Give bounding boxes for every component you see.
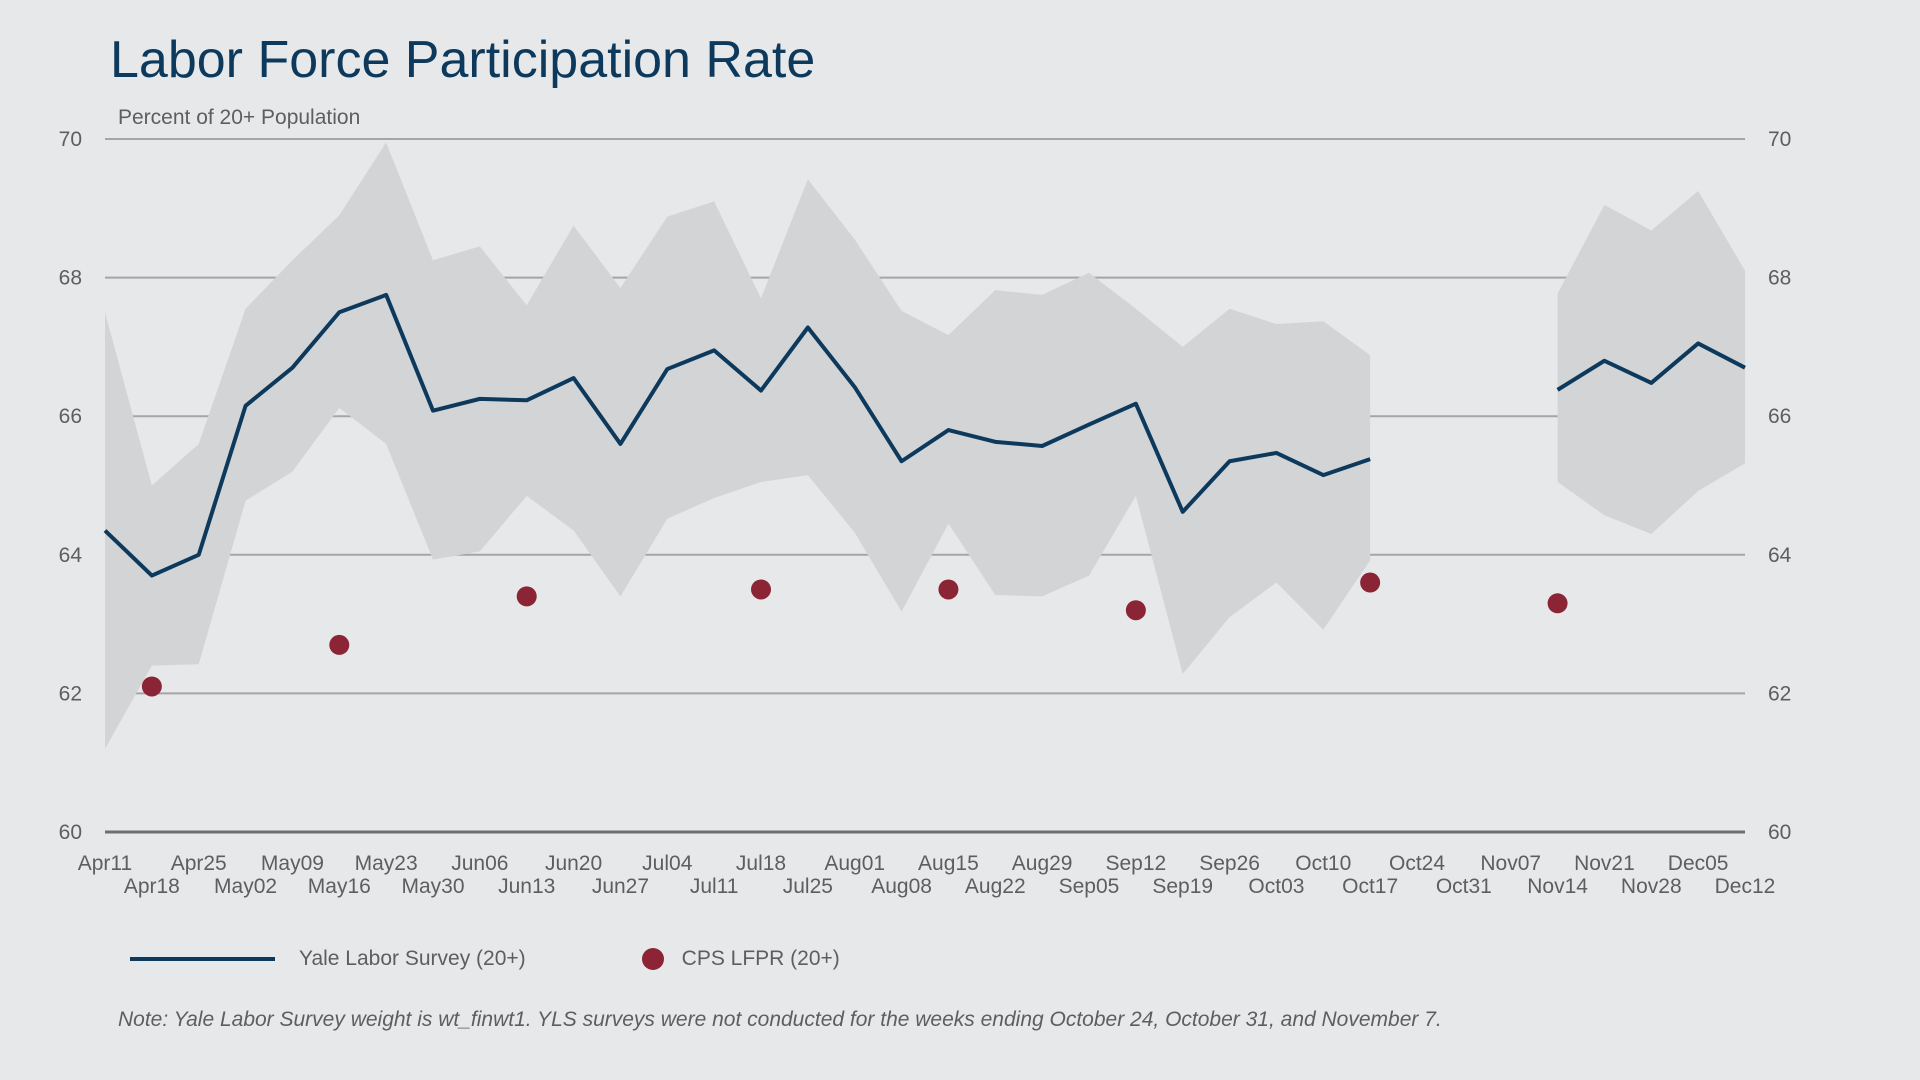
y-tick-label-left: 68 <box>59 267 82 290</box>
yls-line-segment <box>103 292 1371 578</box>
x-tick-label: Dec12 <box>1715 875 1776 898</box>
y-tick-label-right: 70 <box>1768 128 1791 151</box>
cps-series <box>141 572 1568 697</box>
x-tick-label: Aug01 <box>824 852 885 875</box>
x-tick-label: May09 <box>261 852 324 875</box>
yls-line-segment <box>1556 341 1746 392</box>
chart-title: Labor Force Participation Rate <box>110 31 816 89</box>
x-tick-label: Apr11 <box>78 852 132 875</box>
x-tick-label: Jul11 <box>690 875 739 898</box>
legend-dot-swatch <box>641 948 664 970</box>
cps-point <box>141 676 162 697</box>
x-tick-label: Oct24 <box>1389 852 1445 875</box>
x-tick-label: Jun27 <box>592 875 649 898</box>
cps-point <box>1360 572 1381 593</box>
line-chart: 60 60 62 62 64 64 66 66 68 68 70 70 Apr11Apr18Apr25… <box>59 128 1792 898</box>
y-axis-label: Percent of 20+ Population <box>118 106 361 129</box>
legend-dot-label: CPS LFPR (20+) <box>681 947 840 970</box>
x-tick-label: Apr18 <box>124 875 180 898</box>
y-tick-label-right: 60 <box>1768 821 1791 844</box>
x-tick-label: Oct03 <box>1248 875 1304 898</box>
x-tick-label: Apr25 <box>171 852 227 875</box>
y-tick-label-left: 66 <box>59 405 82 428</box>
cps-point <box>516 586 537 607</box>
x-tick-label: Aug29 <box>1012 852 1073 875</box>
cps-point <box>751 579 771 600</box>
x-tick-label: Sep26 <box>1199 852 1260 875</box>
x-tick-label: Oct10 <box>1295 852 1351 875</box>
x-tick-label: Aug08 <box>871 875 932 898</box>
y-tick-label-left: 70 <box>59 128 82 151</box>
cps-point <box>938 579 959 600</box>
x-tick-label: Jul25 <box>783 875 833 898</box>
confidence-band <box>105 142 1745 749</box>
band-segment <box>105 142 1371 749</box>
x-tick-label: Aug22 <box>965 875 1026 898</box>
x-tick-label: Nov21 <box>1574 852 1635 875</box>
y-tick-label-left: 60 <box>59 821 82 844</box>
x-tick-label: Nov28 <box>1621 875 1682 898</box>
x-tick-label: Jul04 <box>642 852 693 875</box>
x-tick-label: Nov07 <box>1480 852 1541 875</box>
x-tick-label: Nov14 <box>1527 875 1588 898</box>
cps-point <box>1125 600 1146 621</box>
x-tick-label: Sep12 <box>1105 852 1166 875</box>
y-tick-label-right: 68 <box>1768 267 1791 290</box>
legend: Yale Labor Survey (20+) CPS LFPR (20+) <box>130 944 840 974</box>
x-tick-label: Aug15 <box>918 852 979 875</box>
chart-note: Note: Yale Labor Survey weight is wt_fin… <box>118 1008 1442 1031</box>
y-tick-label-right: 66 <box>1768 405 1791 428</box>
legend-line-label: Yale Labor Survey (20+) <box>299 947 526 970</box>
cps-point <box>329 634 350 655</box>
x-tick-label: May16 <box>308 875 371 898</box>
y-tick-label-right: 64 <box>1768 544 1792 567</box>
x-tick-label: Dec05 <box>1668 852 1729 875</box>
band-segment <box>1557 190 1745 535</box>
y-tick-label-right: 62 <box>1768 682 1791 705</box>
y-tick-labels: 60 60 62 62 64 64 66 66 68 68 70 70 <box>59 128 1792 844</box>
x-tick-label: Jun13 <box>498 875 555 898</box>
x-tick-label: Jul18 <box>736 852 786 875</box>
y-tick-label-left: 62 <box>59 682 82 705</box>
x-tick-label: May23 <box>355 852 418 875</box>
x-tick-label: Jun06 <box>451 852 508 875</box>
x-tick-labels: Apr11Apr18Apr25May02May09May16May23May30… <box>78 852 1776 898</box>
legend-line-swatch <box>130 957 275 961</box>
x-tick-label: Oct31 <box>1436 875 1492 898</box>
x-tick-label: May30 <box>401 875 464 898</box>
x-tick-label: May02 <box>214 875 277 898</box>
x-tick-label: Oct17 <box>1342 875 1398 898</box>
x-tick-label: Sep05 <box>1059 875 1120 898</box>
cps-point <box>1547 593 1568 614</box>
yls-series <box>103 292 1746 578</box>
x-tick-label: Jun20 <box>545 852 602 875</box>
y-tick-label-left: 64 <box>59 544 83 567</box>
x-tick-label: Sep19 <box>1152 875 1213 898</box>
